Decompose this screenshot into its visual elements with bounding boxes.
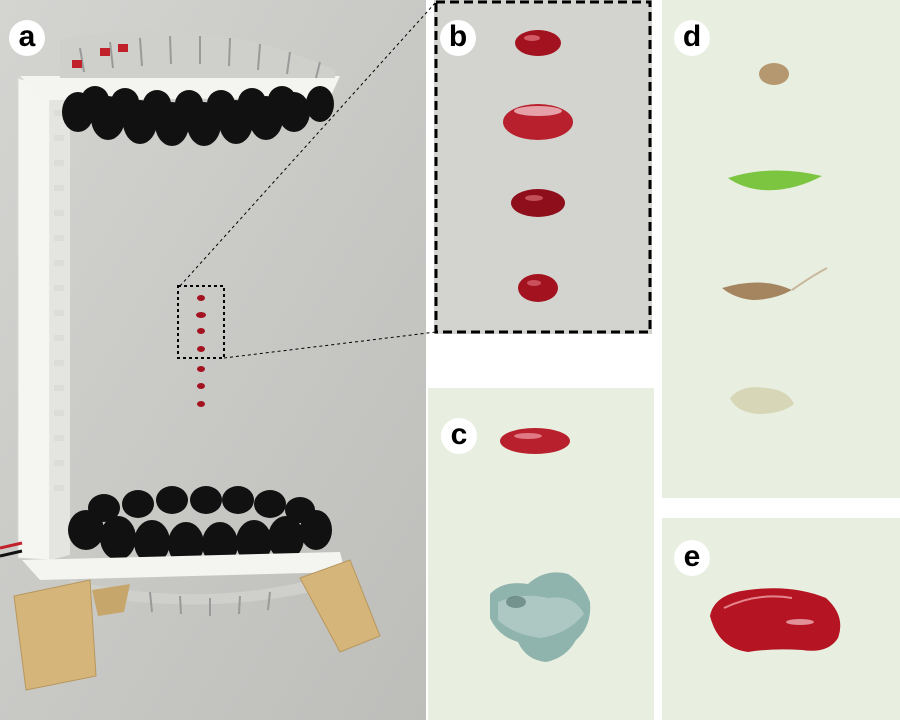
droplets-zoom-illustration: [434, 0, 652, 334]
levitator-illustration: [0, 0, 426, 720]
zoom-box: [177, 285, 225, 359]
zoom-border: [434, 0, 652, 334]
panel-label-d: d: [674, 20, 710, 56]
panel-label-b: b: [440, 20, 476, 56]
panel-e-large-droplet: e: [662, 518, 900, 720]
panel-label-e: e: [674, 540, 710, 576]
panel-c-droplet-and-particle: c: [428, 388, 654, 720]
bottom-transducer-array: [22, 486, 345, 616]
leaf-sample: [728, 170, 822, 191]
wooden-legs: [13, 559, 381, 691]
panel-d-levitated-samples: d: [662, 0, 900, 498]
panel-a-levitator-photo: a: [0, 0, 426, 720]
samples-illustration: [662, 0, 900, 498]
panel-label-a: a: [9, 20, 45, 56]
zoomed-droplets: [503, 30, 573, 302]
power-wires: [0, 541, 23, 558]
fluffy-sample: [730, 387, 794, 414]
husk-sample: [722, 282, 792, 300]
seed-sample: [759, 63, 789, 85]
levitated-droplets: [196, 295, 206, 407]
frame-column: [17, 77, 70, 561]
red-droplet-large: [710, 588, 841, 652]
panel-b-droplets-zoom: b: [434, 0, 652, 334]
droplet: [500, 428, 570, 454]
panel-label-c: c: [441, 418, 477, 454]
